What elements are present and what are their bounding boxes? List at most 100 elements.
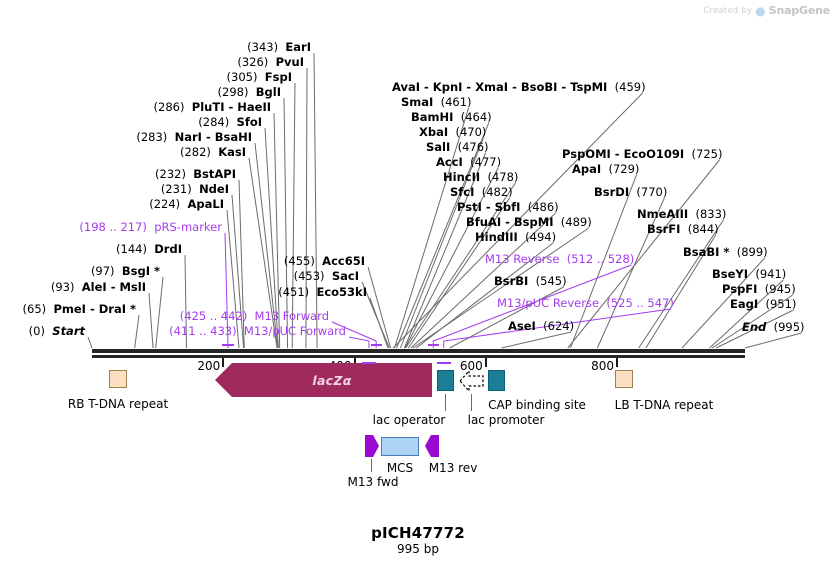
annotation-bar-m13fwd[interactable] <box>370 344 383 346</box>
feature-m13-rev[interactable] <box>431 435 439 457</box>
snapgene-watermark: Created by ● SnapGene <box>703 4 830 17</box>
site-label-eco53kI[interactable]: (451) Eco53kI <box>278 286 367 298</box>
site-label-ndeI[interactable]: (231) NdeI <box>161 183 229 195</box>
site-label-kasI[interactable]: (282) KasI <box>180 146 246 158</box>
site-label-earI[interactable]: (343) EarI <box>247 41 311 53</box>
site-position-bsrDI: (770) <box>636 185 668 199</box>
feature-mcs[interactable] <box>381 437 419 456</box>
feature-label-lac-promoter: lac promoter <box>467 413 545 427</box>
site-enzyme-bfuAI: BfuAI - BspMI <box>466 215 554 229</box>
site-label-acc65I[interactable]: (455) Acc65I <box>284 255 365 267</box>
site-label-prs[interactable]: (198 .. 217) pRS-marker <box>79 221 222 233</box>
site-position-bglI: (298) <box>217 85 249 99</box>
site-label-m13rev[interactable]: M13 Reverse (512 .. 528) <box>485 253 634 265</box>
site-label-narI[interactable]: (283) NarI - BsaHI <box>136 131 252 143</box>
site-position-nmeAIII: (833) <box>695 207 727 221</box>
site-position-fspI: (305) <box>226 70 258 84</box>
ruler-label-800: 800 <box>591 359 615 373</box>
site-position-apaI: (729) <box>608 162 640 176</box>
feature-label-lb-t-dna-repeat: LB T-DNA repeat <box>614 398 714 412</box>
site-label-smaI[interactable]: SmaI (461) <box>401 96 472 108</box>
site-enzyme-bsgI: BsgI * <box>121 264 160 278</box>
site-label-bsgI[interactable]: (97) BsgI * <box>91 265 160 277</box>
site-position-hindIII: (494) <box>525 230 557 244</box>
site-enzyme-salI: SalI <box>426 140 451 154</box>
feature-m13-fwd[interactable] <box>365 435 373 457</box>
site-label-pspFI[interactable]: PspFI (945) <box>722 283 796 295</box>
ruler-label-600: 600 <box>459 359 483 373</box>
site-label-pspOMI[interactable]: PspOMI - EcoO109I (725) <box>562 148 722 160</box>
site-position-bseYI: (941) <box>755 267 787 281</box>
plasmid-backbone-lower <box>92 355 745 358</box>
site-enzyme-bsaBI: BsaBI * <box>683 245 730 259</box>
site-label-bstAPI[interactable]: (232) BstAPI <box>155 168 236 180</box>
site-label-xbaI[interactable]: XbaI (470) <box>419 126 486 138</box>
site-label-aseI[interactable]: AseI (624) <box>508 320 574 332</box>
plasmid-backbone-upper <box>92 349 745 353</box>
site-enzyme-bseYI: BseYI <box>712 267 749 281</box>
feature-lac-operator[interactable] <box>437 370 454 391</box>
site-position-m13rev: (512 .. 528) <box>566 252 635 266</box>
annotation-bar-prs[interactable] <box>221 344 235 346</box>
site-enzyme-accI: AccI <box>436 155 463 169</box>
site-label-bseYI[interactable]: BseYI (941) <box>712 268 786 280</box>
snapgene-logo-icon: ● <box>755 3 766 18</box>
site-enzyme-avaI: AvaI - KpnI - XmaI - BsoBI - TspMI <box>392 80 608 94</box>
site-enzyme-apaLI: ApaLI <box>187 197 225 211</box>
site-label-end[interactable]: End (995) <box>742 321 805 333</box>
site-label-pstI[interactable]: PstI - SbfI (486) <box>457 201 559 213</box>
site-label-bsrDI[interactable]: BsrDI (770) <box>594 186 667 198</box>
site-position-sacI: (453) <box>293 269 325 283</box>
site-label-bamHI[interactable]: BamHI (464) <box>411 111 492 123</box>
site-label-bsrBI[interactable]: BsrBI (545) <box>494 275 567 287</box>
feature-label-m13-rev: M13 rev <box>428 461 478 475</box>
site-label-sfoI[interactable]: (284) SfoI <box>198 116 262 128</box>
site-label-apaLI[interactable]: (224) ApaLI <box>149 198 224 210</box>
site-label-hindIII[interactable]: HindIII (494) <box>475 231 556 243</box>
site-label-m13pucrev[interactable]: M13/pUC Reverse (525 .. 547) <box>497 297 674 309</box>
site-label-aleI[interactable]: (93) AleI - MslI <box>51 281 146 293</box>
annotation-bar-m13pucfwd[interactable] <box>361 362 377 364</box>
site-label-bsaBI[interactable]: BsaBI * (899) <box>683 246 768 258</box>
feature-lacza[interactable]: lacZα <box>215 363 432 397</box>
site-label-pmeI[interactable]: (65) PmeI - DraI * <box>23 303 136 315</box>
leader-aseI <box>501 331 572 349</box>
site-position-avaI: (459) <box>614 80 646 94</box>
site-label-bsrFI[interactable]: BsrFI (844) <box>647 223 719 235</box>
site-position-acc65I: (455) <box>283 254 315 268</box>
site-label-m13fwd[interactable]: (425 .. 442) M13 Forward <box>180 310 329 322</box>
site-label-bglI[interactable]: (298) BglI <box>218 86 281 98</box>
site-position-apaLI: (224) <box>149 197 181 211</box>
annotation-bar-m13pucrev[interactable] <box>436 362 451 364</box>
feature-lac-promoter[interactable] <box>459 368 485 394</box>
site-label-m13pucfwd[interactable]: (411 .. 433) M13/pUC Forward <box>169 325 346 337</box>
site-label-accI[interactable]: AccI (477) <box>436 156 501 168</box>
site-label-pvuI[interactable]: (326) PvuI <box>237 56 304 68</box>
site-enzyme-aseI: AseI <box>508 319 536 333</box>
site-label-hincII[interactable]: HincII (478) <box>443 171 518 183</box>
site-label-apaI[interactable]: ApaI (729) <box>572 163 639 175</box>
site-label-drdI[interactable]: (144) DrdI <box>116 243 182 255</box>
site-label-eagI[interactable]: EagI (951) <box>730 298 796 310</box>
feature-cap-binding-site[interactable] <box>488 370 505 391</box>
annotation-bar-m13rev[interactable] <box>428 344 439 346</box>
site-position-pmeI: (65) <box>22 302 47 316</box>
site-label-nmeAIII[interactable]: NmeAIII (833) <box>637 208 726 220</box>
feature-lb-t-dna-repeat[interactable] <box>615 370 633 388</box>
site-label-pluTI[interactable]: (286) PluTI - HaeII <box>154 101 271 113</box>
site-label-sacI[interactable]: (453) SacI <box>294 270 359 282</box>
site-label-salI[interactable]: SalI (476) <box>426 141 489 153</box>
site-label-sfcI[interactable]: SfcI (482) <box>450 186 513 198</box>
site-label-fspI[interactable]: (305) FspI <box>227 71 292 83</box>
site-position-start: (0) <box>28 324 45 338</box>
site-enzyme-m13rev: M13 Reverse <box>485 252 560 266</box>
site-label-avaI[interactable]: AvaI - KpnI - XmaI - BsoBI - TspMI (459) <box>392 81 646 93</box>
site-position-bstAPI: (232) <box>155 167 186 181</box>
feature-rb-t-dna-repeat[interactable] <box>109 370 127 388</box>
site-enzyme-fspI: FspI <box>264 70 292 84</box>
site-label-start[interactable]: (0) Start <box>29 325 85 337</box>
leader-start <box>87 336 93 349</box>
site-label-bfuAI[interactable]: BfuAI - BspMI (489) <box>466 216 592 228</box>
site-enzyme-pspFI: PspFI <box>722 282 758 296</box>
site-enzyme-xbaI: XbaI <box>419 125 449 139</box>
